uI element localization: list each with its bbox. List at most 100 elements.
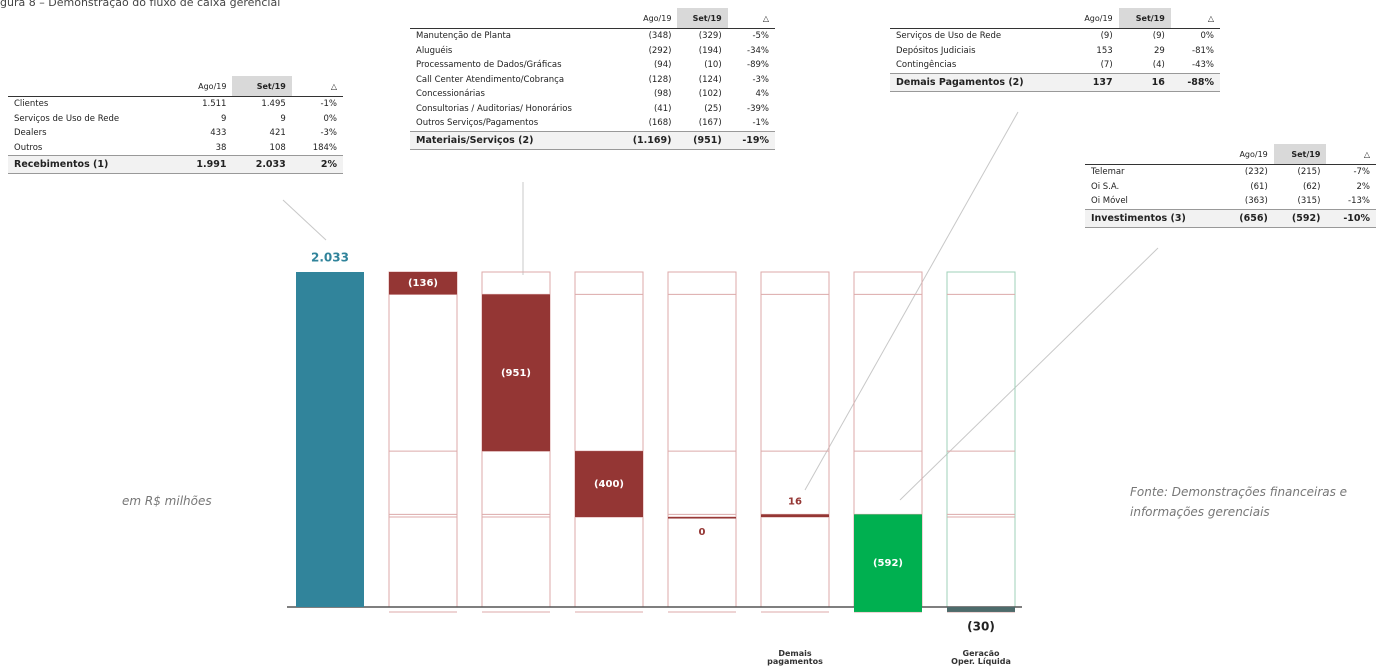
table-cell: (9) [1067,28,1119,44]
table-cell: (4) [1152,60,1165,71]
bar-frame [667,271,737,608]
header-cell [1085,144,1222,165]
header-cell: Ago/19 [1084,13,1113,23]
value-label: (136) [408,278,438,289]
table-cell: (292) [648,45,672,56]
header-cell: Ago/19 [643,13,672,23]
table-cell: (363) [1244,196,1268,207]
table-cell: 184% [312,142,337,153]
header-cell [8,76,173,97]
table-cell: (232) [1221,164,1274,180]
table-cell: 108 [269,142,286,153]
connector [804,111,1019,491]
header-cell: △ [762,13,769,23]
table-cell: 153 [1096,45,1113,56]
table-row: Oi Móvel (363) (315) -13% [1085,194,1376,209]
table-cell: -81% [1192,45,1214,56]
table-cell: (62) [1302,181,1321,192]
table-cell: (215) [1273,164,1327,180]
value-label: (30) [967,619,995,633]
table-cell: -13% [1348,196,1370,207]
table-cell: -89% [747,60,769,71]
total-cell: (1.169) [615,130,678,150]
table-cell: Oi Móvel [1091,196,1128,207]
table-row: Processamento de Dados/Gráficas (94) (10) -… [410,58,775,73]
header-row: Ago/19 Set/19 △ [8,76,343,97]
value-label: 0 [699,527,706,538]
table-cell: 2% [1356,181,1371,192]
table-cell: (61) [1250,181,1268,192]
bar [389,272,457,295]
table-cell: Manutenção de Planta [410,28,616,44]
table-cell: 9 [280,113,286,124]
table-cell: (7) [1100,60,1113,71]
value-label: 2.033 [311,251,349,265]
unit-note: em R$ milhões [122,494,212,508]
total-cell: Recebimentos (1) [8,155,174,174]
header-row: Ago/19 Set/19 △ [1085,144,1376,165]
header-cell: △ [1363,149,1370,159]
table-cell: (315) [1297,196,1321,207]
table-row: Dealers 433 421 -3% [8,126,343,141]
table-row: Telemar (232) (215) -7% [1085,164,1376,180]
table-cell: (25) [704,103,722,114]
header-cell: Set/19 [677,8,728,29]
header-cell: △ [1207,13,1214,23]
bar-frame [760,271,830,608]
table-row: Oi S.A. (61) (62) 2% [1085,180,1376,195]
table-row: Clientes 1.511 1.495 -1% [8,96,343,112]
table-cell: 4% [755,89,770,100]
table-cell: Concessionárias [416,89,485,100]
detail-table: Ago/19 Set/19 △ Manutenção de Planta (348) (3… [410,8,775,150]
bar [668,517,736,519]
table-cell: Outros Serviços/Pagamentos [416,118,539,129]
table-row: Call Center Atendimento/Cobrança (128) (12… [410,73,775,88]
bar-frame [574,271,644,608]
table-cell: 29 [1154,45,1165,56]
total-cell: Materiais/Serviços (2) [410,130,616,150]
total-cell: -88% [1170,72,1220,92]
detail-table: Ago/19 Set/19 △ Clientes 1.511 1.495 -1% Serviç… [8,76,343,174]
total-cell: 137 [1067,72,1119,92]
table-row: Consultorias / Auditorias/ Honorários (41… [410,102,775,117]
table-cell: -3% [320,128,337,139]
header-row: Ago/19 Set/19 △ [890,8,1220,29]
table-cell: Consultorias / Auditorias/ Honorários [416,103,572,114]
table-cell: Serviços de Uso de Rede [890,28,1068,44]
header-cell: Set/19 [1118,8,1171,29]
bar [761,514,829,518]
table-row: Serviços de Uso de Rede (9) (9) 0% [890,28,1220,44]
table-cell: (9) [1118,28,1171,44]
table-row: Serviços de Uso de Rede 9 9 0% [8,112,343,127]
table-cell: (98) [653,89,672,100]
table-cell: -39% [747,103,769,114]
table-row: Depósitos Judiciais 153 29 -81% [890,44,1220,59]
table-cell: 38 [215,142,227,153]
table-cell: 421 [269,128,286,139]
table-cell: Call Center Atendimento/Cobrança [416,74,565,85]
table-row: Contingências (7) (4) -43% [890,58,1220,73]
value-label: 16 [788,496,802,507]
table-cell: -7% [1326,164,1376,180]
bar [296,272,364,607]
table-cell: Depósitos Judiciais [896,45,976,56]
bar [482,294,550,452]
source-note: Fonte: Demonstrações financeiras e infor… [1130,482,1347,522]
detail-table: Ago/19 Set/19 △ Serviços de Uso de Rede (9)(… [890,8,1220,92]
table-cell: Contingências [896,60,957,71]
table-cell: (102) [698,89,722,100]
value-label: (592) [873,558,903,569]
category-label: Demais pagamentos [767,649,823,666]
table-row: Outros 38 108 184% [8,141,343,156]
bar [854,514,922,612]
value-label: (400) [594,479,624,490]
table-cell: Outros [14,142,43,153]
total-cell: -19% [727,130,775,150]
total-cell: (951) [677,130,728,150]
bar [575,451,643,518]
header-cell: Ago/19 [198,81,227,91]
table-cell: -43% [1192,60,1214,71]
table-cell: (128) [648,74,672,85]
